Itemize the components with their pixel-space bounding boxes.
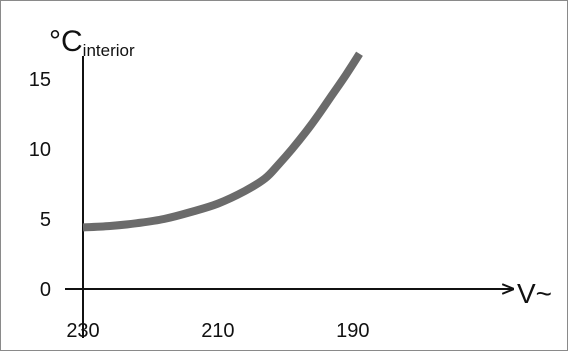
x-tick-label: 190 [336, 320, 369, 342]
y-tick-label: 0 [40, 279, 51, 301]
x-axis-label: V~ [517, 278, 552, 309]
y-tick-label: 5 [40, 209, 51, 231]
series-layer [82, 51, 363, 232]
y-tick-label: 10 [29, 139, 51, 161]
temperature-curve [82, 51, 363, 232]
y-tick-label: 15 [29, 69, 51, 91]
interior-temperature-chart: °Cinterior V~ 0 5 10 15 230 210 190 [29, 25, 552, 342]
x-tick-labels: 230 210 190 [66, 320, 369, 342]
y-tick-labels: 0 5 10 15 [29, 69, 51, 301]
x-tick-label: 230 [66, 320, 99, 342]
y-axis-label: °Cinterior [49, 25, 135, 60]
x-tick-label: 210 [201, 320, 234, 342]
